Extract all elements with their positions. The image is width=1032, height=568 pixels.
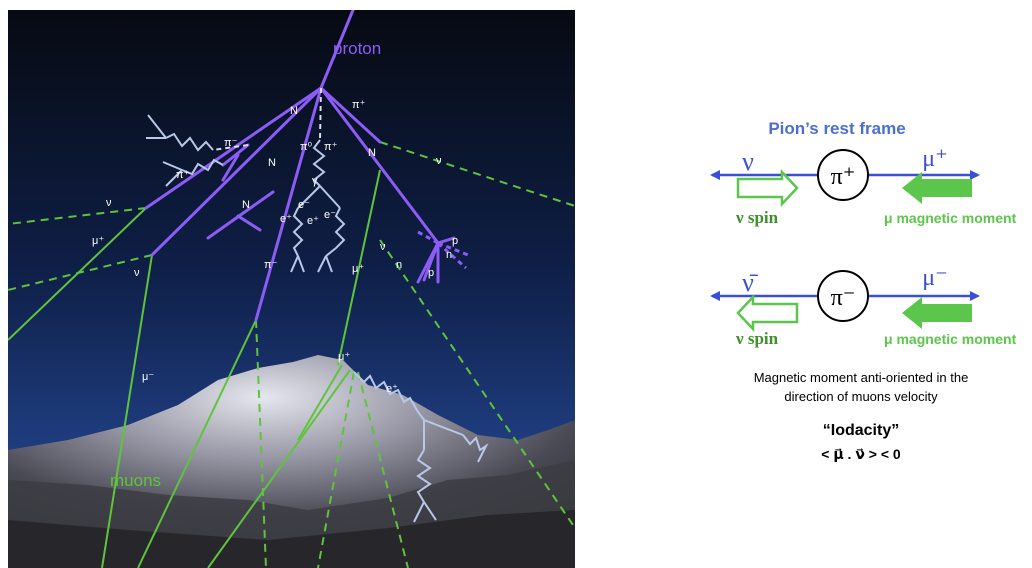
label-mu-plus-low: μ⁺ <box>338 351 350 363</box>
pion-minus-circle <box>817 270 869 322</box>
label-nu-left-2: ν <box>134 267 140 279</box>
label-N1: N <box>290 105 298 117</box>
label-N4: N <box>368 147 376 159</box>
pion-rest-frame-panel: Pion’s rest frame π⁺ ν μ⁺ ν spin μ magne… <box>690 110 1032 490</box>
label-p2: p <box>428 267 434 279</box>
label-N2: N <box>268 157 276 169</box>
muon-minus-symbol: μ⁻ <box>922 265 948 291</box>
muon-tracks <box>8 169 381 568</box>
caption-line-1: Magnetic moment anti-oriented in the <box>753 370 969 385</box>
caption-line-2: direction of muons velocity <box>784 389 938 404</box>
label-nu-left: ν <box>106 197 112 209</box>
pi-minus-decay: π⁻ ν̄ μ⁻ ν spin μ magnetic moment <box>710 265 1017 348</box>
nu-spin-label: ν spin <box>735 208 779 227</box>
magnetic-moment-arrow-icon <box>902 172 972 204</box>
antineutrino-symbol: ν̄ <box>742 268 758 297</box>
neutral-pion-tracks <box>212 87 322 151</box>
label-n2: n <box>396 259 402 271</box>
neutrino-spin-arrow-icon <box>736 168 799 208</box>
label-nu-right: ν <box>436 155 442 167</box>
proton-label: proton <box>333 39 381 58</box>
label-pi-plus-left: π⁺ <box>176 169 190 181</box>
label-e-plus-low: e⁺ <box>386 383 398 395</box>
foreground-ground <box>8 510 575 568</box>
label-mu-minus: μ⁻ <box>142 371 154 383</box>
label-e-plus-2: e⁺ <box>307 215 319 227</box>
label-e-plus: e⁺ <box>280 213 292 225</box>
antineutrino-spin-arrow-icon <box>736 293 799 333</box>
label-n1: n <box>446 249 452 261</box>
rest-frame-svg: Pion’s rest frame π⁺ ν μ⁺ ν spin μ magne… <box>710 119 1017 348</box>
pion-plus-circle <box>817 149 869 201</box>
label-nu-mid: ν <box>380 241 386 253</box>
pi-plus-decay: π⁺ ν μ⁺ ν spin μ magnetic moment <box>710 146 1017 227</box>
label-e-minus-2: e⁻ <box>324 209 336 221</box>
mu-magnetic-moment-label-2: μ magnetic moment <box>884 331 1017 347</box>
hadron-tracks <box>144 10 456 322</box>
label-pi-plus-mid: π⁺ <box>324 141 338 153</box>
hadron-dashed-tracks <box>417 230 469 270</box>
magnetic-moment-arrow-2-icon <box>902 297 972 329</box>
label-pi-left: π⁻ <box>224 137 238 149</box>
iodacity-title: “Iodacity” <box>822 422 900 439</box>
pion-plus-symbol: π⁺ <box>831 164 856 190</box>
label-e-minus: e⁻ <box>298 199 310 211</box>
pion-minus-symbol: π⁻ <box>831 285 856 311</box>
label-mu-plus-left: μ⁺ <box>92 235 104 247</box>
muons-label: muons <box>110 471 161 490</box>
air-shower-illustration: proton muons N N N N π⁺ π⁻ π⁺ π⁰ π⁺ γ e⁺… <box>8 10 575 568</box>
iodacity-formula: < μ⃗ . ν⃗ > < 0 <box>821 446 901 462</box>
magnetic-moment-caption: Magnetic moment anti-oriented in the dir… <box>690 368 1032 406</box>
label-pi-minus-mid: π⁻ <box>264 259 278 271</box>
label-N3: N <box>242 199 250 211</box>
label-pi-zero: π⁰ <box>300 141 313 153</box>
label-mu-plus-mid: μ⁺ <box>352 263 364 275</box>
muon-plus-symbol: μ⁺ <box>922 146 948 172</box>
label-pi-plus-top: π⁺ <box>352 99 366 111</box>
label-p1: p <box>452 235 458 247</box>
nu-spin-label-2: ν spin <box>735 329 779 348</box>
label-gamma: γ <box>312 175 318 187</box>
neutrino-symbol: ν <box>742 147 754 176</box>
shower-svg: proton muons N N N N π⁺ π⁻ π⁺ π⁰ π⁺ γ e⁺… <box>8 10 575 568</box>
em-cascade <box>146 114 489 523</box>
mu-magnetic-moment-label: μ magnetic moment <box>884 210 1017 226</box>
rest-frame-title: Pion’s rest frame <box>768 119 905 138</box>
neutrino-tracks <box>8 141 575 568</box>
